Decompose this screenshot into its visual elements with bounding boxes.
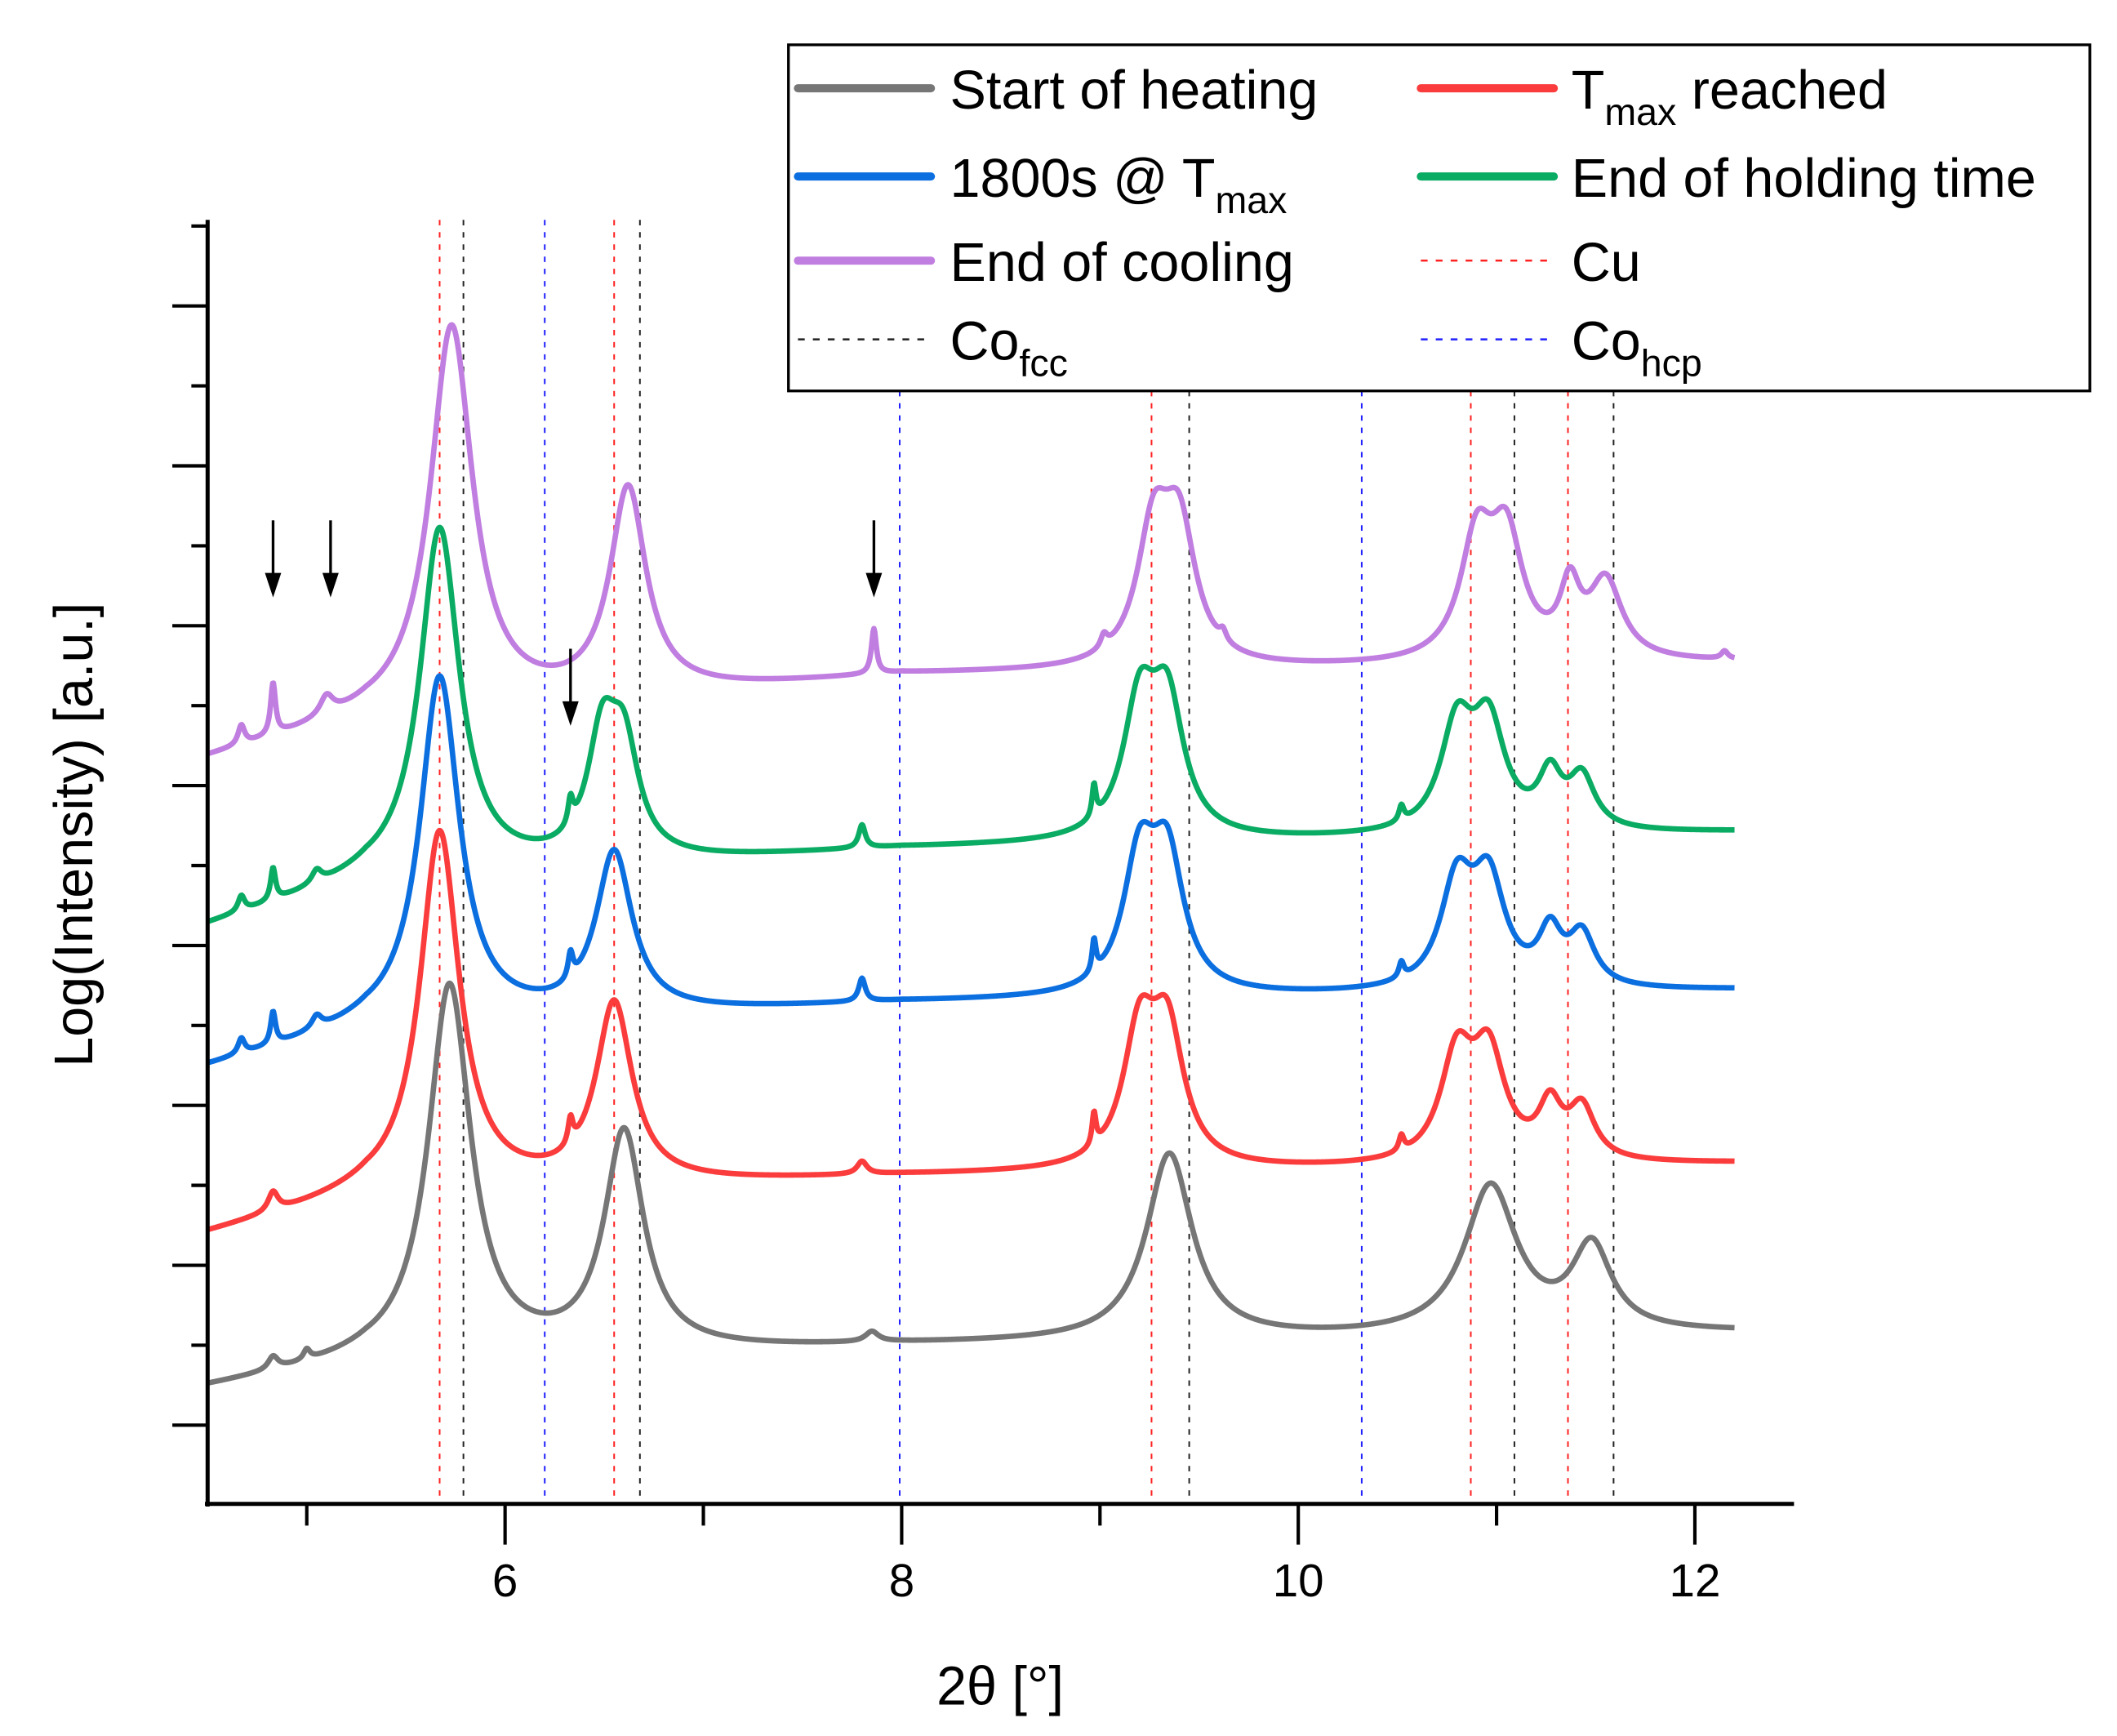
arrow-annotation [562,648,579,726]
x-axis-title: 2θ [°] [936,1657,1064,1717]
legend-entry-cu: Cu [1421,233,1641,293]
legend-entry-cofcc: Cofcc [798,312,1068,385]
legend-label: Cofcc [950,312,1068,385]
series-line-1800s-tmax [205,673,1737,1066]
x-tick-label: 8 [889,1555,914,1606]
y-axis-title: Log(Intensity) [a.u.] [44,603,105,1067]
curves [205,322,1737,1387]
legend-label: End of cooling [950,233,1294,293]
x-tick-label: 6 [492,1555,518,1606]
arrow-annotation [322,520,339,598]
x-tick-label: 12 [1670,1555,1721,1606]
legend-label: 1800s @ Tmax [950,149,1288,221]
legend-box [787,43,2092,393]
arrow-annotation [865,520,883,598]
legend-entry-1800s-at-tmax: 1800s @ Tmax [794,149,1288,221]
legend-entry-cohcp: Cohcp [1421,312,1702,385]
legend-entry-tmax-reached: Tmax reached [1417,60,1888,133]
reference-lines [438,220,1615,1504]
legend-entry-end-of-cooling: End of cooling [794,233,1294,293]
legend-label: Cohcp [1572,312,1702,385]
legend-entry-end-of-holding: End of holding time [1417,149,2036,209]
x-tick-label: 10 [1273,1555,1324,1606]
arrow-annotation [265,520,282,598]
ticks: 6 8 10 12 [172,224,1721,1606]
series-line-end-of-holding-time [205,524,1737,924]
arrows [265,520,883,726]
legend: Start of heating Tmax reached 1800s @ Tm… [787,43,2092,393]
series-line-tmax-reached [205,827,1737,1233]
series-line-start-of-heating [205,980,1737,1387]
legend-label: Start of heating [950,60,1319,121]
legend-entry-start-of-heating: Start of heating [794,60,1319,121]
series-line-end-of-cooling [205,322,1737,757]
legend-label: Cu [1572,233,1641,293]
legend-label: End of holding time [1572,149,2036,209]
legend-label: Tmax reached [1572,60,1888,133]
axes [204,220,1795,1507]
